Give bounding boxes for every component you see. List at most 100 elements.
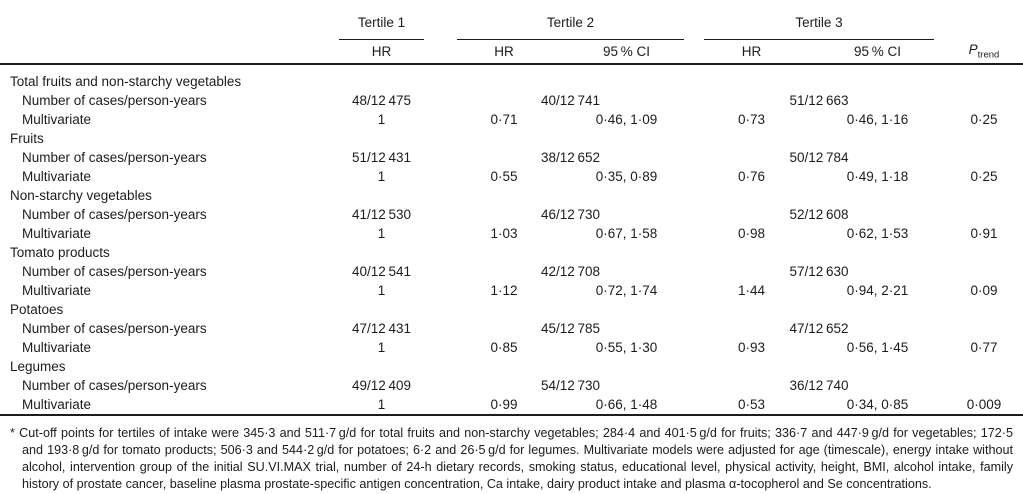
- multivariate-row: Multivariate 1 1·12 0·72, 1·74 1·44 0·94…: [0, 281, 1023, 300]
- row-label: Number of cases/person-years: [22, 93, 207, 108]
- multivariate-row: Multivariate 1 1·03 0·67, 1·58 0·98 0·62…: [0, 224, 1023, 243]
- ci-value-t3: 0·49, 1·18: [846, 169, 909, 184]
- hr-value-t1: 1: [377, 226, 386, 241]
- header-tertile-2: Tertile 2: [448, 0, 693, 40]
- cases-value-t2: 40/12 741: [540, 93, 600, 108]
- cases-row: Number of cases/person-years 48/12 475 4…: [0, 91, 1023, 110]
- header-hr-t2: HR: [448, 40, 560, 65]
- ci-value-t3: 0·94, 2·21: [846, 283, 909, 298]
- hr-value-t2: 0·55: [490, 169, 518, 184]
- category-row: Non-starchy vegetables: [0, 186, 1023, 205]
- hr-value-t2: 0·71: [490, 112, 518, 127]
- table-footnote: * Cut-off points for tertiles of intake …: [5, 425, 1013, 493]
- empty-cell: [945, 262, 1023, 281]
- row-label: Multivariate: [22, 283, 92, 298]
- ci-value-t2: 0·35, 0·89: [595, 169, 658, 184]
- header-hr-t1: HR: [315, 40, 448, 65]
- category-row: Potatoes: [0, 300, 1023, 319]
- cases-value-t1: 47/12 431: [351, 321, 411, 336]
- hr-value-t2: 0·99: [448, 395, 560, 416]
- row-label: Multivariate: [22, 226, 92, 241]
- empty-cell: [945, 205, 1023, 224]
- footnote-marker: *: [10, 426, 15, 440]
- tertile-header-row: Tertile 1 Tertile 2 Tertile 3: [0, 0, 1023, 40]
- hr-value-t1: 1: [377, 340, 386, 355]
- cases-value-t3: 52/12 608: [789, 207, 849, 222]
- hr-value-t1: 1: [315, 395, 448, 416]
- ci-value-t3: 0·62, 1·53: [846, 226, 909, 241]
- cases-value-t3: 47/12 652: [789, 321, 849, 336]
- cases-value-t1: 40/12 541: [351, 264, 411, 279]
- category-label: Total fruits and non-starchy vegetables: [10, 74, 242, 89]
- row-label: Number of cases/person-years: [22, 207, 207, 222]
- cases-value-t1: 49/12 409: [351, 378, 411, 393]
- stat-header-row: HR HR 95 % CI HR 95 % CI Ptrend: [0, 40, 1023, 65]
- ci-value-t2: 0·55, 1·30: [595, 340, 658, 355]
- row-label: Number of cases/person-years: [22, 378, 207, 393]
- header-ci-t3: 95 % CI: [810, 40, 945, 65]
- ci-value-t2: 0·72, 1·74: [595, 283, 658, 298]
- cases-value-t1: 41/12 530: [351, 207, 411, 222]
- cases-value-t2: 38/12 652: [540, 150, 600, 165]
- hr-value-t3: 0·76: [737, 169, 766, 184]
- header-ci-t2: 95 % CI: [560, 40, 693, 65]
- cases-value-t1: 51/12 431: [351, 150, 411, 165]
- ci-value-t2: 0·46, 1·09: [595, 112, 658, 127]
- hr-value-t1: 1: [377, 112, 386, 127]
- ci-value-t2: 0·66, 1·48: [560, 395, 693, 416]
- empty-cell: [945, 319, 1023, 338]
- row-label: Number of cases/person-years: [22, 321, 207, 336]
- hr-value-t3: 1·44: [737, 283, 766, 298]
- p-trend-value: 0·25: [970, 112, 998, 127]
- category-row: Total fruits and non-starchy vegetables: [0, 64, 1023, 91]
- header-hr-t3: HR: [693, 40, 810, 65]
- cases-value-t2: 54/12 730: [540, 378, 600, 393]
- category-row: Fruits: [0, 129, 1023, 148]
- ci-value-t2: 0·67, 1·58: [595, 226, 658, 241]
- header-p-trend: Ptrend: [945, 40, 1023, 65]
- p-trend-value: 0·91: [970, 226, 998, 241]
- row-label: Multivariate: [22, 169, 92, 184]
- hr-value-t2: 1·03: [490, 226, 518, 241]
- ci-value-t3: 0·46, 1·16: [846, 112, 909, 127]
- hr-value-t3: 0·93: [737, 340, 766, 355]
- category-label: Legumes: [10, 359, 66, 374]
- hr-value-t3: 0·53: [693, 395, 810, 416]
- cases-row: Number of cases/person-years 47/12 431 4…: [0, 319, 1023, 338]
- ci-value-t3: 0·56, 1·45: [846, 340, 909, 355]
- cases-row: Number of cases/person-years 49/12 409 5…: [0, 376, 1023, 395]
- category-label: Fruits: [10, 131, 44, 146]
- row-label: Multivariate: [22, 340, 92, 355]
- tertile-2-label: Tertile 2: [456, 15, 685, 40]
- category-label: Tomato products: [10, 245, 110, 260]
- empty-cell: [945, 91, 1023, 110]
- hr-value-t3: 0·98: [737, 226, 766, 241]
- p-symbol: P: [968, 42, 978, 58]
- hr-value-t1: 1: [377, 169, 386, 184]
- cases-value-t2: 45/12 785: [540, 321, 600, 336]
- empty-header-cell: [0, 40, 315, 65]
- category-row: Legumes: [0, 357, 1023, 376]
- row-label: Multivariate: [22, 112, 92, 127]
- header-tertile-1: Tertile 1: [315, 0, 448, 40]
- category-label: Non-starchy vegetables: [10, 188, 152, 203]
- cases-value-t3: 51/12 663: [789, 93, 849, 108]
- hr-value-t2: 0·85: [490, 340, 518, 355]
- header-tertile-3: Tertile 3: [693, 0, 945, 40]
- hr-value-t2: 1·12: [490, 283, 518, 298]
- cases-value-t3: 36/12 740: [789, 378, 849, 393]
- empty-cell: [945, 148, 1023, 167]
- tertile-results-table: Tertile 1 Tertile 2 Tertile 3 HR HR 95 %…: [0, 0, 1023, 416]
- row-label: Number of cases/person-years: [22, 150, 207, 165]
- hr-value-t1: 1: [377, 283, 386, 298]
- hr-value-t3: 0·73: [737, 112, 766, 127]
- multivariate-row: Multivariate 1 0·85 0·55, 1·30 0·93 0·56…: [0, 338, 1023, 357]
- row-label: Multivariate: [0, 395, 315, 416]
- p-trend-value: 0·09: [970, 283, 998, 298]
- p-trend-value: 0·77: [970, 340, 998, 355]
- cases-value-t2: 46/12 730: [540, 207, 600, 222]
- p-trend-value: 0·009: [945, 395, 1023, 416]
- multivariate-row: Multivariate 1 0·71 0·46, 1·09 0·73 0·46…: [0, 110, 1023, 129]
- multivariate-row: Multivariate 1 0·99 0·66, 1·48 0·53 0·34…: [0, 395, 1023, 416]
- ci-value-t3: 0·34, 0·85: [810, 395, 945, 416]
